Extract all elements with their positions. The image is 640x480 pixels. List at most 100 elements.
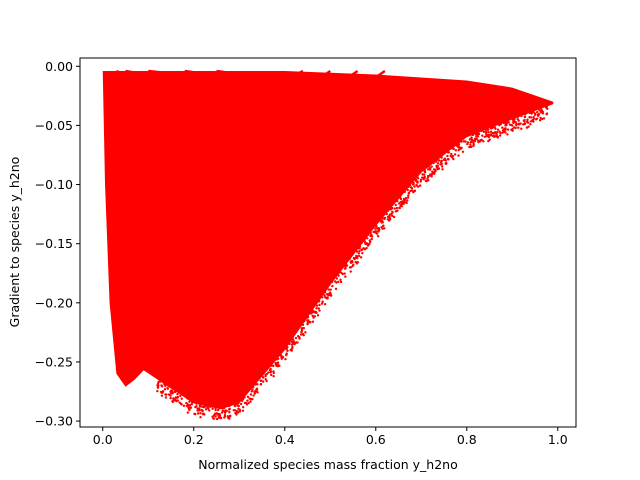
- data-point: [198, 407, 201, 410]
- data-points: [102, 69, 554, 421]
- data-point: [408, 183, 412, 187]
- data-point: [545, 113, 548, 116]
- data-point: [280, 349, 284, 352]
- data-point: [195, 402, 198, 405]
- data-point: [470, 138, 474, 141]
- data-point: [270, 373, 273, 377]
- data-point: [358, 245, 362, 248]
- data-point: [199, 412, 202, 415]
- data-point: [289, 348, 292, 352]
- data-point: [163, 382, 166, 386]
- data-point: [477, 140, 480, 144]
- data-point: [208, 409, 211, 412]
- y-tick-label: 0.00: [45, 59, 73, 74]
- data-point: [532, 111, 535, 114]
- data-point: [250, 390, 254, 393]
- y-tick-label: −0.05: [35, 118, 73, 133]
- data-point: [179, 394, 182, 398]
- data-point: [316, 314, 320, 317]
- data-point: [328, 293, 331, 297]
- x-tick-label: 0.6: [366, 432, 386, 447]
- data-point: [436, 164, 439, 168]
- data-point: [370, 235, 374, 238]
- data-point: [506, 128, 510, 131]
- data-point: [347, 255, 351, 258]
- data-point: [413, 189, 416, 193]
- data-point: [370, 233, 373, 236]
- data-point: [214, 408, 217, 412]
- data-point: [319, 295, 323, 298]
- data-point: [377, 219, 380, 223]
- arc-point-trail: [184, 69, 359, 96]
- data-point: [174, 390, 177, 393]
- data-point: [237, 404, 240, 408]
- data-point: [423, 169, 427, 172]
- data-point: [407, 185, 411, 188]
- data-point: [366, 237, 369, 240]
- data-point: [161, 379, 165, 382]
- data-point: [363, 247, 367, 251]
- data-point: [352, 249, 355, 253]
- data-point: [300, 328, 304, 331]
- data-point: [224, 409, 228, 412]
- data-point: [432, 168, 436, 171]
- data-point: [256, 391, 259, 394]
- y-tick-label: −0.25: [35, 354, 73, 369]
- data-point: [526, 118, 529, 121]
- data-point: [265, 379, 268, 383]
- data-point: [440, 165, 444, 168]
- data-point: [524, 113, 527, 116]
- data-point: [381, 213, 384, 216]
- data-point: [194, 405, 197, 409]
- data-point: [470, 140, 473, 143]
- data-point: [329, 288, 332, 291]
- data-point: [256, 383, 259, 386]
- data-point: [201, 409, 204, 413]
- x-tick-label: 0.4: [275, 432, 295, 447]
- data-point: [489, 126, 493, 130]
- data-point: [361, 248, 364, 251]
- data-point: [296, 335, 300, 338]
- data-point: [320, 302, 324, 305]
- data-point: [182, 404, 186, 407]
- data-point: [206, 404, 209, 408]
- x-axis-label: Normalized species mass fraction y_h2no: [198, 457, 457, 472]
- data-point: [164, 384, 167, 388]
- arc-point-trail: [216, 69, 386, 98]
- arc-point-trail: [148, 69, 331, 94]
- data-point: [251, 397, 254, 401]
- data-point: [523, 115, 526, 119]
- data-point: [185, 396, 188, 399]
- data-point: [244, 401, 248, 405]
- data-point: [406, 199, 409, 202]
- data-point: [223, 411, 227, 415]
- data-point: [211, 407, 214, 410]
- data-point: [363, 238, 366, 241]
- data-point: [352, 256, 356, 260]
- data-point: [343, 267, 347, 270]
- data-point: [218, 407, 221, 410]
- x-tick-label: 0.0: [93, 432, 113, 447]
- data-point: [519, 122, 522, 125]
- data-point: [407, 191, 410, 195]
- data-point: [351, 264, 354, 268]
- data-point: [446, 157, 450, 161]
- data-point: [348, 257, 351, 260]
- data-point: [191, 401, 194, 404]
- data-point: [337, 280, 340, 283]
- data-point: [356, 260, 360, 264]
- data-point: [323, 302, 327, 306]
- data-point: [534, 118, 538, 121]
- data-point: [538, 118, 542, 122]
- data-point: [398, 206, 401, 210]
- data-point: [157, 380, 160, 384]
- data-point: [232, 408, 235, 412]
- data-point: [423, 176, 426, 180]
- data-point: [180, 403, 183, 406]
- data-point: [540, 108, 543, 112]
- data-point: [359, 256, 363, 259]
- data-point: [334, 287, 338, 291]
- data-point: [215, 404, 219, 408]
- data-point: [388, 218, 392, 221]
